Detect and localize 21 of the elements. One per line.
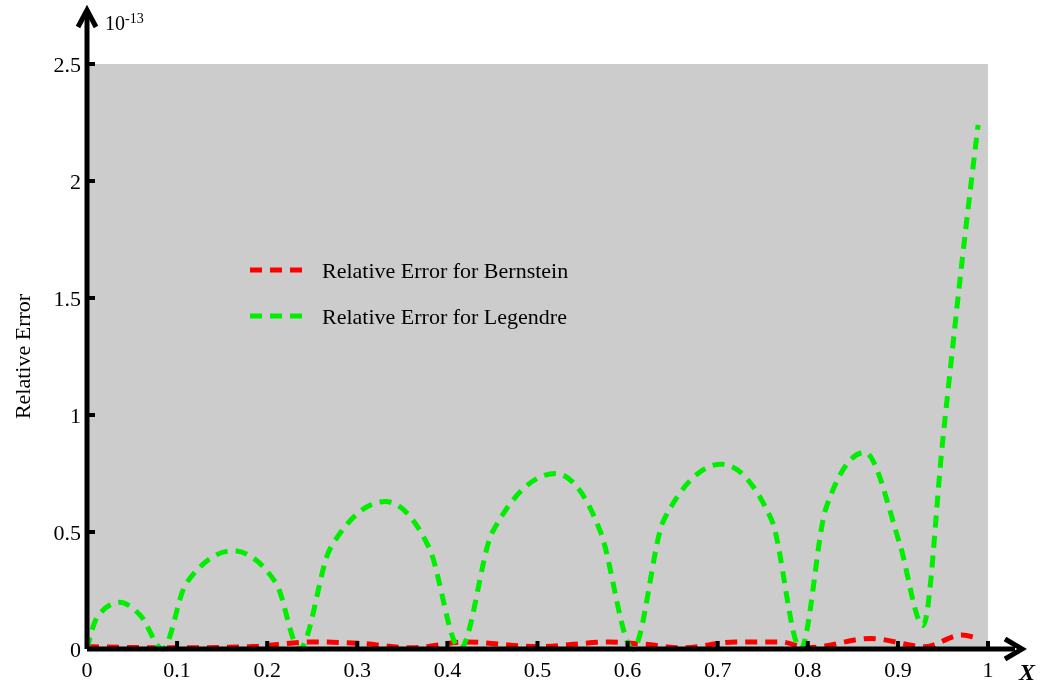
x-tick-label: 0.8 [794, 657, 822, 682]
x-tick-label: 0.1 [163, 657, 191, 682]
y-tick-label: 0 [70, 637, 81, 662]
x-tick-label: 0.4 [433, 657, 462, 682]
y-axis-title: Relative Error [10, 293, 35, 420]
y-tick-label: 1.5 [53, 286, 81, 311]
x-tick-label: 0.9 [884, 657, 912, 682]
y-tick-label: 2.5 [53, 52, 81, 77]
legend-label: Relative Error for Bernstein [322, 258, 569, 283]
x-tick-label: 0.7 [703, 657, 732, 682]
x-tick-label: 0.2 [253, 657, 281, 682]
y-tick-label: 0.5 [53, 520, 81, 545]
legend-label: Relative Error for Legendre [322, 304, 567, 329]
x-tick-label: 0.3 [343, 657, 372, 682]
x-tick-label: 1 [982, 657, 994, 682]
x-tick-label: 0.6 [613, 657, 642, 682]
y-tick-label: 2 [70, 169, 81, 194]
x-tick-label: 0.5 [523, 657, 552, 682]
x-axis-title: X [1017, 659, 1036, 685]
text: 10$^{-13}$ [105, 10, 144, 34]
y-tick-label: 1 [70, 403, 81, 428]
